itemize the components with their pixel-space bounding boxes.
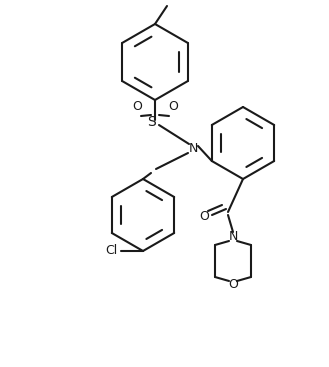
Text: Cl: Cl	[105, 244, 117, 258]
Text: N: N	[188, 142, 198, 155]
Text: O: O	[132, 101, 142, 113]
Text: O: O	[168, 101, 178, 113]
Text: O: O	[199, 211, 209, 224]
Text: N: N	[228, 230, 238, 243]
Text: O: O	[228, 279, 238, 291]
Text: S: S	[147, 115, 155, 129]
